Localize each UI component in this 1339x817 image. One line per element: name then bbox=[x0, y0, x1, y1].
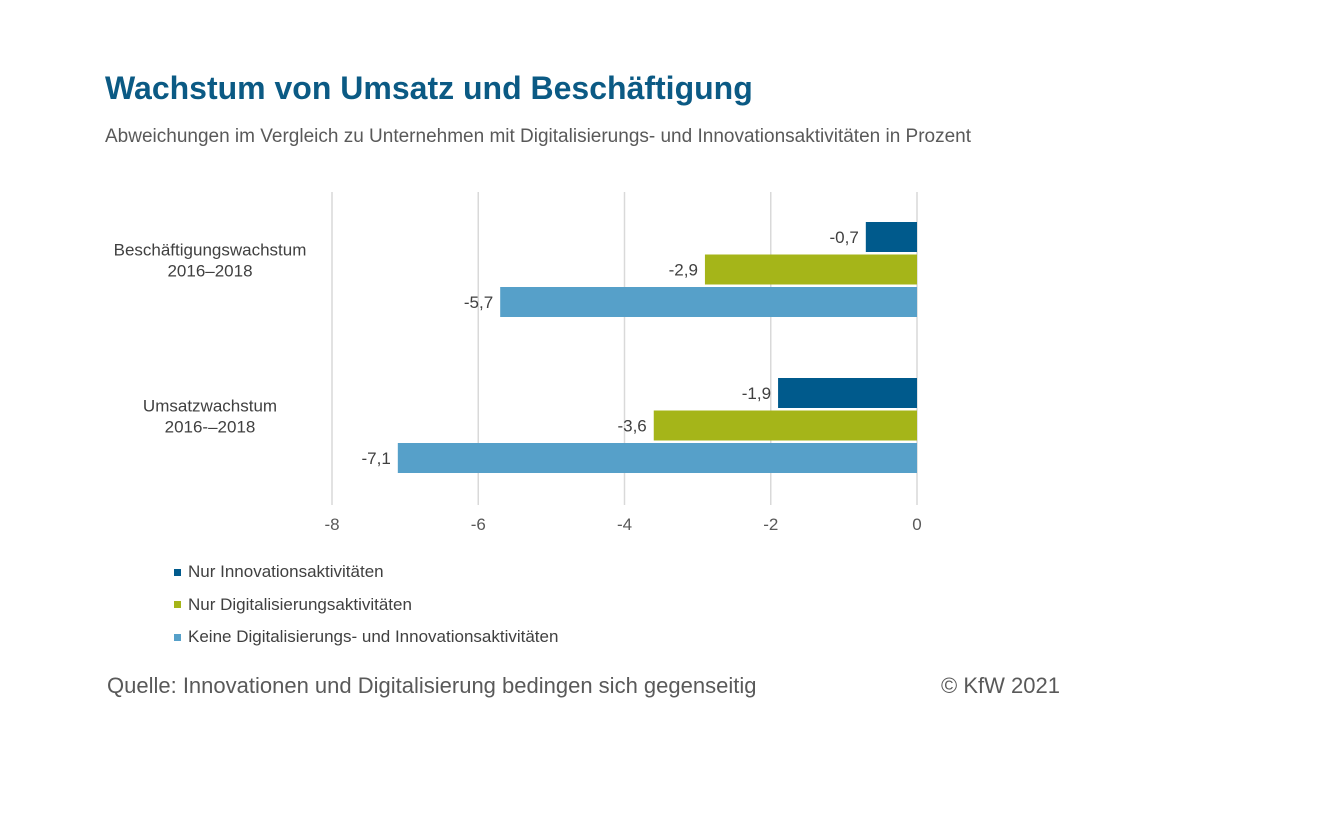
legend-item: Nur Innovationsaktivitäten bbox=[174, 556, 558, 589]
legend-label: Keine Digitalisierungs- und Innovationsa… bbox=[188, 627, 558, 647]
data-label: -7,1 bbox=[362, 449, 391, 468]
legend-label: Nur Digitalisierungsaktivitäten bbox=[188, 595, 412, 615]
bar bbox=[500, 287, 917, 317]
bar bbox=[705, 255, 917, 285]
x-tick-label: -6 bbox=[471, 515, 486, 534]
bar bbox=[866, 222, 917, 252]
category-label: Beschäftigungswachstum bbox=[114, 241, 307, 260]
bar bbox=[654, 411, 917, 441]
category-label: 2016–2018 bbox=[167, 262, 252, 281]
x-tick-label: -4 bbox=[617, 515, 632, 534]
legend-swatch bbox=[174, 634, 181, 641]
source-note: Quelle: Innovationen und Digitalisierung… bbox=[107, 673, 756, 699]
category-label: 2016-–2018 bbox=[165, 418, 256, 437]
x-tick-label: -8 bbox=[324, 515, 339, 534]
data-label: -3,6 bbox=[617, 417, 646, 436]
data-label: -2,9 bbox=[669, 261, 698, 280]
legend-swatch bbox=[174, 601, 181, 608]
x-tick-label: -2 bbox=[763, 515, 778, 534]
data-label: -5,7 bbox=[464, 293, 493, 312]
legend-label: Nur Innovationsaktivitäten bbox=[188, 562, 384, 582]
chart-legend: Nur Innovationsaktivitäten Nur Digitalisi… bbox=[174, 556, 558, 654]
category-label: Umsatzwachstum bbox=[143, 397, 277, 416]
data-label: -0,7 bbox=[830, 228, 859, 247]
bar bbox=[398, 443, 917, 473]
legend-swatch bbox=[174, 569, 181, 576]
bar bbox=[778, 378, 917, 408]
copyright-note: © KfW 2021 bbox=[941, 673, 1060, 699]
data-label: -1,9 bbox=[742, 384, 771, 403]
legend-item: Nur Digitalisierungsaktivitäten bbox=[174, 589, 558, 622]
legend-item: Keine Digitalisierungs- und Innovationsa… bbox=[174, 621, 558, 654]
x-tick-label: 0 bbox=[912, 515, 921, 534]
